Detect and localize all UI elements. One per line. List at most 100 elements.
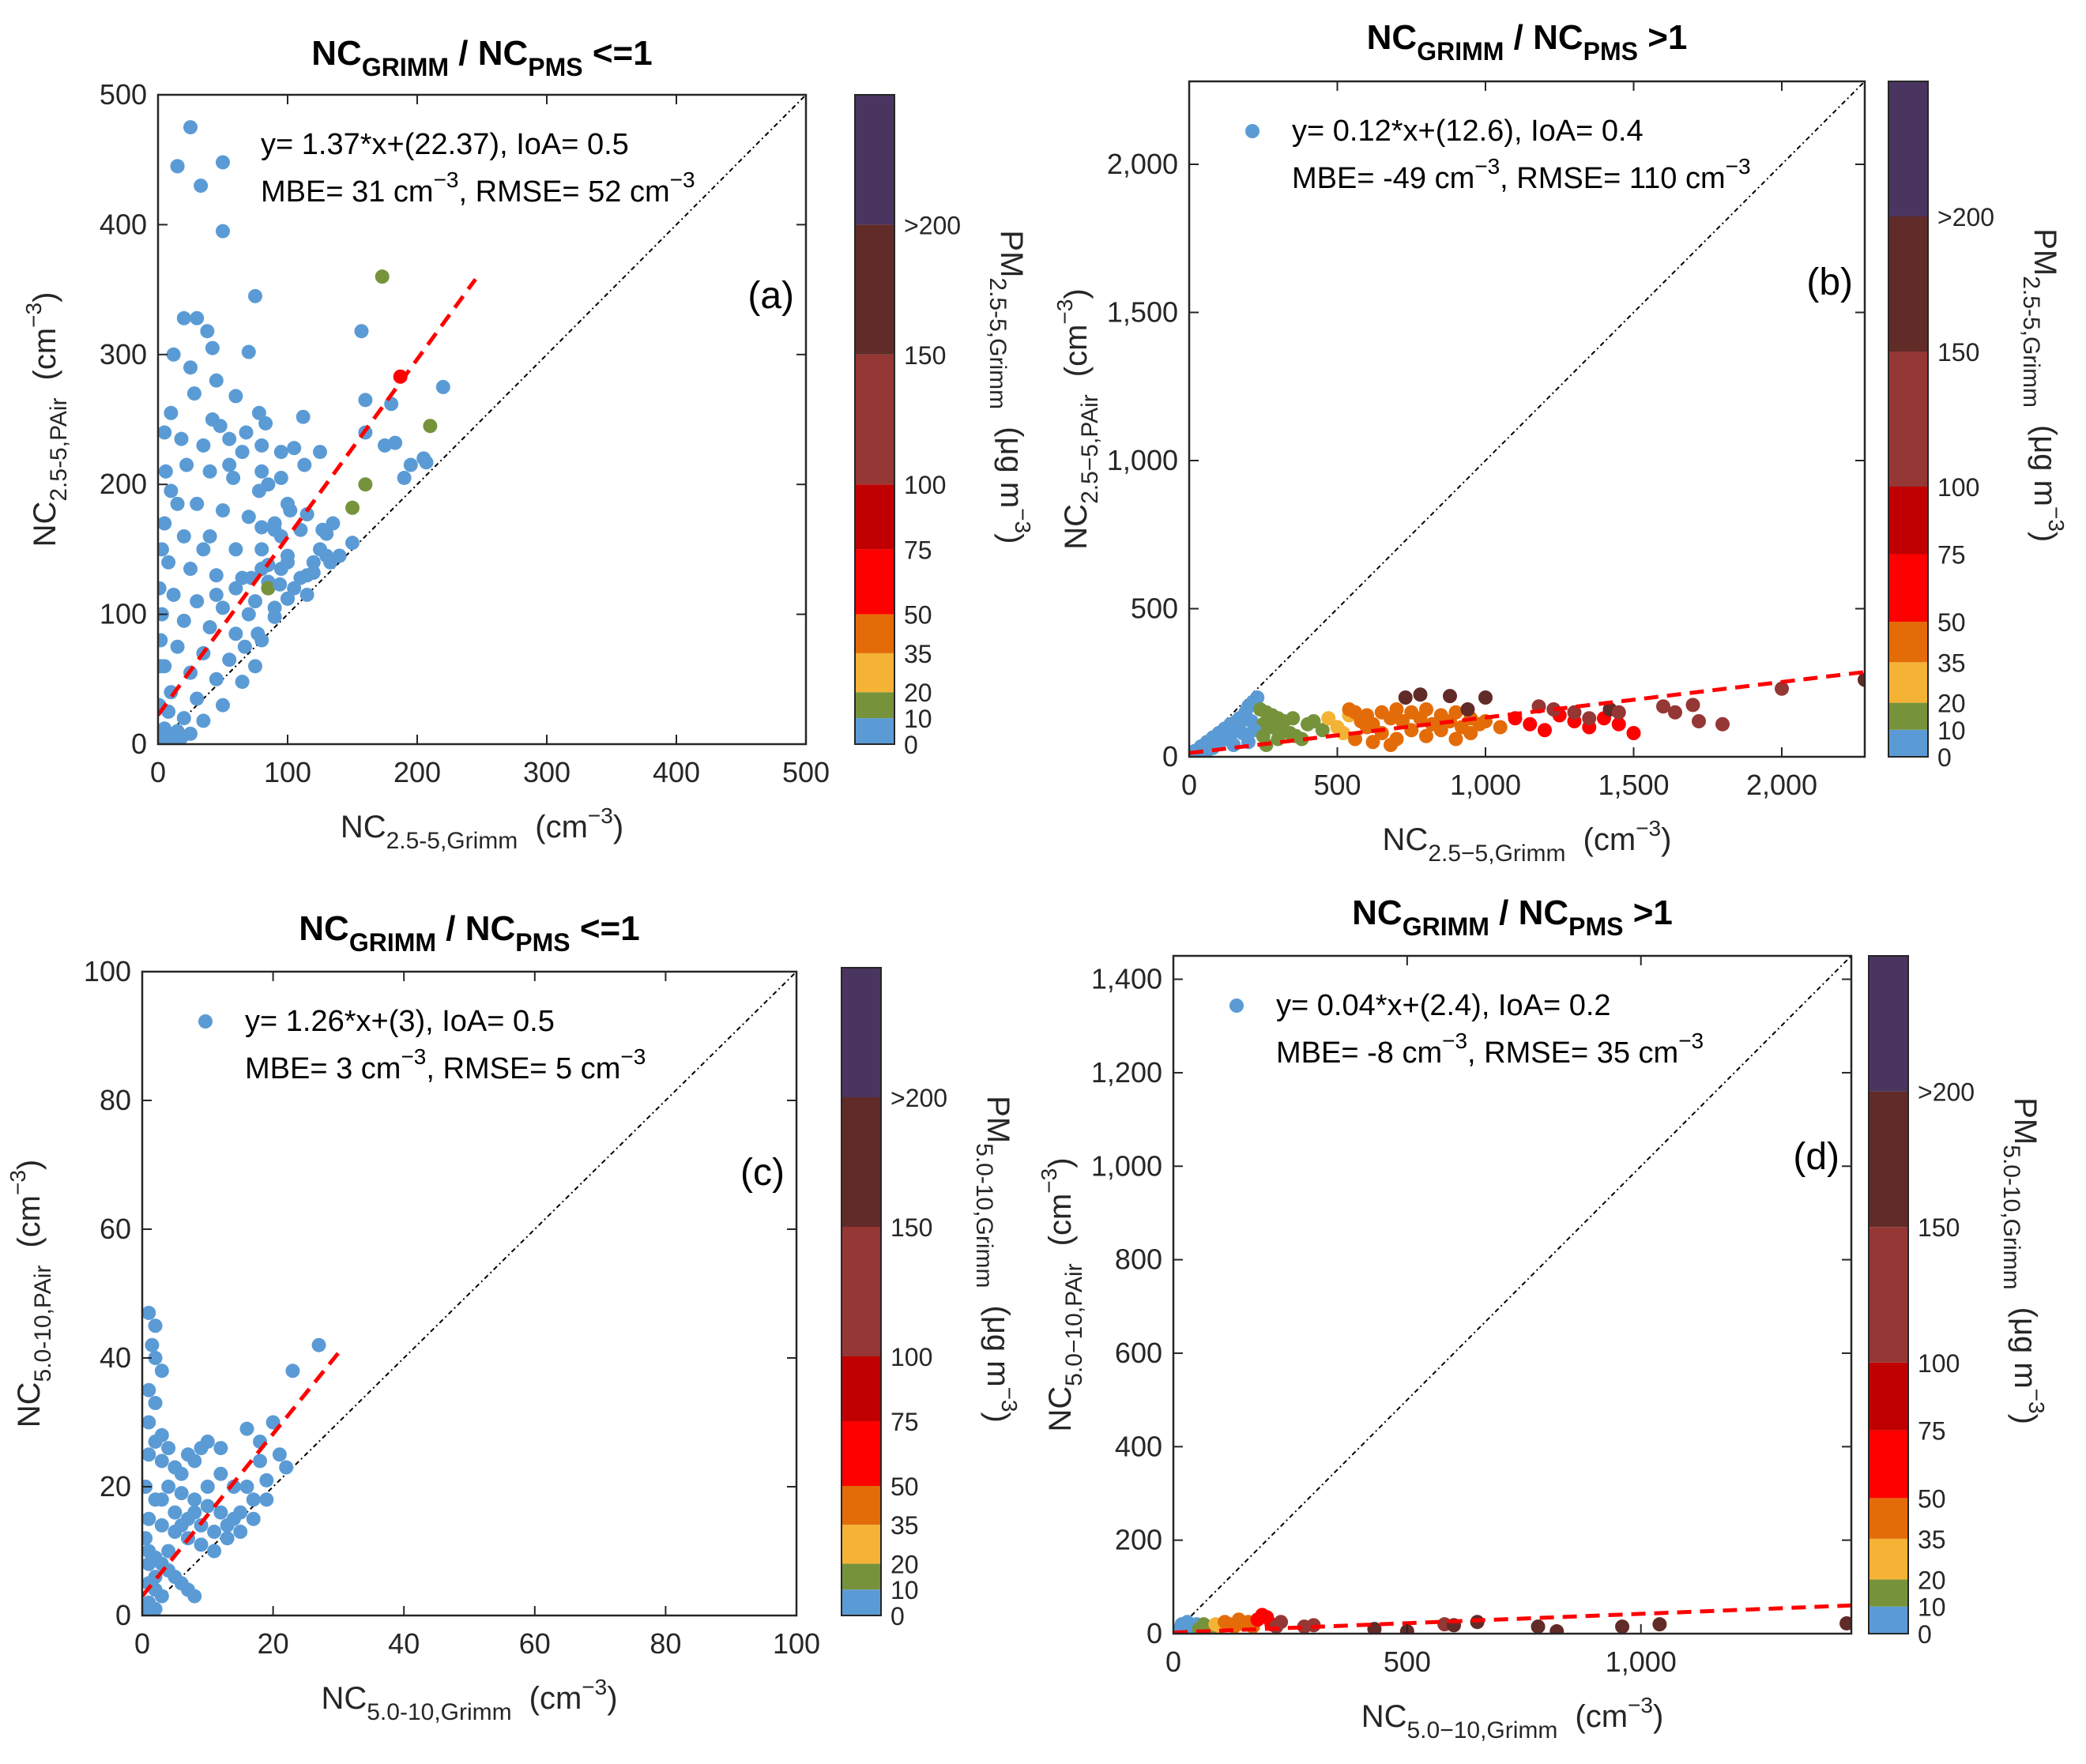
data-point-colored — [1286, 711, 1301, 726]
data-point — [154, 1518, 169, 1533]
x-axis-label: NC2.5−5,Grimm (cm−3) — [1383, 816, 1672, 867]
colorbar-segment — [855, 354, 894, 485]
data-point — [196, 542, 211, 557]
data-point — [220, 1518, 235, 1533]
colorbar-tick-label: 50 — [904, 601, 932, 630]
y-tick-label: 1,000 — [1091, 1149, 1162, 1182]
colorbar-segment — [842, 1486, 881, 1525]
colorbar-tick-label: 50 — [1918, 1484, 1946, 1513]
data-point-colored — [1395, 714, 1410, 728]
data-point — [254, 438, 269, 453]
data-point — [148, 1434, 163, 1449]
y-tick-label: 200 — [100, 468, 147, 500]
data-point — [187, 1589, 202, 1604]
annotation-error-stats: MBE= 31 cm−3, RMSE= 52 cm−3 — [261, 167, 695, 209]
data-point — [161, 1544, 176, 1559]
data-point — [158, 581, 167, 596]
title-part: NC — [1352, 893, 1403, 932]
data-point — [158, 542, 169, 557]
data-point — [174, 1486, 189, 1501]
data-point-colored — [1321, 711, 1336, 726]
data-point-colored — [250, 626, 265, 641]
data-point-colored — [1306, 714, 1321, 728]
xlabel-part: NC — [1361, 1699, 1407, 1734]
data-point — [166, 347, 181, 362]
xlabel-superscript: −3 — [588, 803, 613, 828]
title-part: NC — [311, 34, 362, 73]
x-axis-label: NC5.0−10,Grimm (cm−3) — [1361, 1693, 1664, 1743]
xlabel-part: NC — [341, 810, 386, 844]
colorbar-label-part: ) — [2008, 1414, 2043, 1424]
x-tick-label: 500 — [1313, 769, 1361, 801]
data-point-colored — [299, 507, 314, 522]
colorbar-tick-label: 150 — [1918, 1213, 1960, 1242]
data-point-colored — [281, 555, 295, 570]
colorbar-tick-label: 10 — [891, 1576, 919, 1604]
colorbar-label-part: (μg m — [994, 427, 1029, 508]
annotation-superscript: −3 — [401, 1044, 426, 1069]
data-point — [246, 1511, 261, 1526]
data-point — [205, 340, 220, 355]
data-point — [228, 389, 243, 404]
annotation-error-stats: MBE= -49 cm−3, RMSE= 110 cm−3 — [1292, 154, 1751, 195]
title-part: / NC — [436, 909, 515, 948]
annotation-superscript: −3 — [1442, 1029, 1467, 1053]
colorbar-segment — [1869, 956, 1908, 1092]
annotation-error-stats: MBE= 3 cm−3, RMSE= 5 cm−3 — [245, 1044, 646, 1085]
annotation-fit-equation: y= 1.37*x+(22.37), IoA= 0.5 — [261, 128, 629, 161]
data-point — [154, 1589, 169, 1604]
data-point-colored — [345, 500, 360, 515]
data-point — [142, 1511, 156, 1526]
annotation-part: MBE= -49 cm — [1292, 162, 1474, 195]
data-point-colored — [1448, 705, 1463, 720]
title-subscript: GRIMM — [1417, 37, 1504, 66]
annotation-part: , RMSE= 5 cm — [426, 1052, 620, 1085]
data-point — [226, 1480, 241, 1494]
data-point-colored — [1615, 1619, 1630, 1634]
y-tick-label: 100 — [84, 955, 131, 987]
regression-fit-line — [142, 1351, 341, 1598]
colorbar-tick-label: 75 — [1918, 1417, 1946, 1446]
colorbar-frame — [854, 94, 895, 745]
y-tick-label: 1,000 — [1107, 444, 1178, 476]
data-point-colored — [1839, 1615, 1851, 1630]
data-point — [313, 542, 327, 557]
title-subscript: PMS — [515, 928, 570, 957]
colorbar-tick-label: 50 — [891, 1473, 919, 1501]
y-tick-label: 40 — [100, 1341, 131, 1374]
colorbar-segment — [1869, 1362, 1908, 1431]
colorbar-label-superscript: −3 — [2024, 1389, 2049, 1414]
xlabel-part: NC — [321, 1681, 367, 1716]
title-part: NC — [299, 909, 349, 948]
identity-line — [1173, 956, 1851, 1634]
data-point-colored — [323, 555, 338, 570]
plot-area — [1189, 81, 1865, 757]
data-point-colored — [354, 324, 369, 339]
data-point — [187, 1454, 202, 1469]
y-tick-label: 1,500 — [1107, 296, 1178, 329]
data-point-colored — [1274, 1615, 1289, 1630]
x-tick-label: 0 — [1165, 1646, 1181, 1678]
data-point — [158, 425, 172, 440]
colorbar-segment — [1888, 662, 1928, 703]
colorbar-tick-label: 100 — [891, 1343, 932, 1371]
data-point — [187, 1492, 202, 1507]
colorbar-tick-label: 35 — [904, 640, 932, 668]
data-point-colored — [403, 457, 418, 472]
annotation-superscript: −3 — [1678, 1029, 1704, 1053]
colorbar-segment — [1869, 1227, 1908, 1363]
data-point-colored — [1549, 1624, 1564, 1634]
plot-frame — [141, 970, 798, 1617]
data-point — [170, 639, 185, 654]
chart-title: NCGRIMM / NCPMS <=1 — [311, 34, 652, 81]
data-point — [235, 675, 250, 690]
panel-label: (c) — [740, 1152, 785, 1194]
colorbar-segment — [855, 718, 894, 744]
colorbar-segment — [842, 1097, 881, 1227]
data-point-colored — [241, 344, 256, 359]
data-point-colored — [273, 445, 288, 460]
data-point — [154, 1363, 169, 1378]
